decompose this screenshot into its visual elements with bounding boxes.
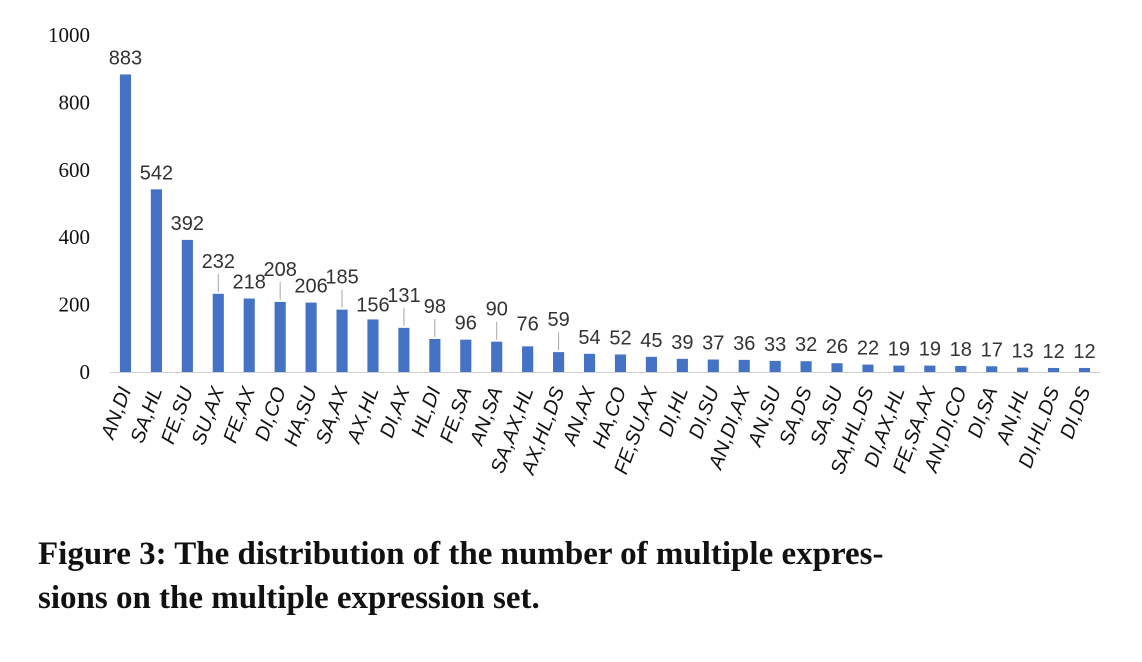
data-label: 13 [1012, 341, 1034, 363]
bar [274, 301, 286, 372]
bar [119, 74, 132, 372]
bar [243, 298, 255, 372]
bar [862, 364, 874, 372]
data-label: 96 [455, 313, 477, 335]
data-label: 39 [671, 332, 693, 354]
data-label: 131 [387, 285, 420, 307]
bar [1017, 367, 1029, 372]
data-label: 33 [764, 334, 786, 356]
bar [955, 365, 967, 372]
data-label: 185 [325, 267, 358, 289]
bar [398, 327, 410, 372]
figure-caption: Figure 3: The distribution of the number… [38, 536, 884, 616]
bar [924, 365, 936, 372]
bar [553, 352, 565, 372]
data-label: 37 [702, 333, 724, 355]
data-label: 45 [640, 330, 662, 352]
y-tick-label: 200 [59, 293, 91, 317]
data-label: 90 [486, 299, 508, 321]
bar [181, 239, 193, 372]
data-label: 32 [795, 334, 817, 356]
y-tick-label: 600 [59, 158, 91, 182]
bar [429, 338, 441, 372]
bar [1078, 367, 1091, 372]
data-label: 36 [733, 333, 755, 355]
data-label: 26 [826, 336, 848, 358]
data-label: 542 [140, 162, 173, 184]
data-label: 156 [356, 294, 389, 316]
bar-chart: 0 200 400 600 800 1000 883 AN,DI 542 SA,HL 392 FE,S… [48, 23, 1100, 478]
data-label: 208 [263, 259, 296, 281]
bar [986, 366, 998, 372]
bar [367, 319, 379, 372]
data-label: 206 [294, 276, 327, 298]
data-label: 22 [857, 338, 879, 360]
bar [831, 363, 843, 372]
y-tick-label: 0 [80, 360, 91, 384]
bar [305, 302, 317, 372]
bar [150, 189, 162, 372]
data-label: 218 [233, 272, 266, 294]
data-label: 17 [981, 339, 1003, 361]
data-label: 76 [517, 313, 539, 335]
bar [460, 339, 472, 372]
bar [491, 341, 503, 372]
data-label: 19 [888, 339, 910, 361]
chart-svg: 02004006008001000883AN,DI542SA,HL392FE,S… [48, 23, 1100, 478]
bar [800, 361, 812, 372]
bar [707, 359, 719, 372]
data-label: 392 [171, 213, 204, 235]
data-label: 12 [1073, 341, 1095, 363]
bar [769, 360, 781, 372]
data-label: 18 [950, 339, 972, 361]
data-label: 54 [578, 327, 600, 349]
bar [522, 346, 534, 372]
data-label: 19 [919, 339, 941, 361]
bar [893, 365, 905, 372]
y-tick-label: 1000 [48, 23, 90, 47]
bar [336, 309, 348, 372]
y-tick-label: 800 [59, 90, 91, 114]
data-label: 883 [109, 47, 142, 69]
bar [583, 353, 596, 372]
data-label: 59 [547, 309, 569, 331]
bar [676, 358, 688, 372]
y-tick-label: 400 [59, 225, 91, 249]
data-label: 232 [202, 251, 235, 273]
data-label: 52 [609, 327, 631, 349]
bar [614, 354, 627, 372]
data-label: 98 [424, 296, 446, 318]
bar [212, 293, 224, 372]
bar [1048, 367, 1060, 372]
bar [645, 356, 657, 372]
bar [738, 359, 750, 372]
data-label: 12 [1042, 341, 1064, 363]
